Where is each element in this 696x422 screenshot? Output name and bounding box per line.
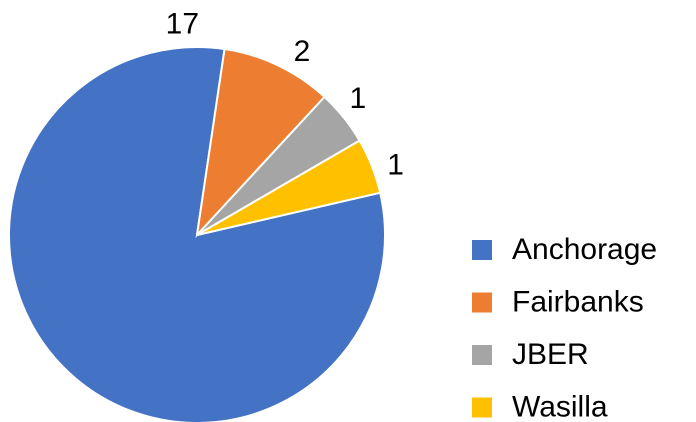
legend-swatch (472, 345, 492, 365)
pie-slice (195, 47, 326, 239)
legend-swatch (472, 240, 492, 260)
legend-label: Fairbanks (512, 285, 644, 318)
legend-swatch (472, 292, 492, 313)
data-label: 1 (350, 82, 367, 115)
data-label: 1 (387, 149, 404, 182)
legend-swatch (472, 397, 492, 418)
legend-label: Anchorage (512, 233, 657, 266)
legend-label: Wasilla (512, 390, 608, 422)
data-label: 2 (294, 35, 311, 68)
legend-label: JBER (512, 338, 589, 371)
data-label: 17 (166, 7, 199, 40)
pie-slice (196, 139, 382, 236)
